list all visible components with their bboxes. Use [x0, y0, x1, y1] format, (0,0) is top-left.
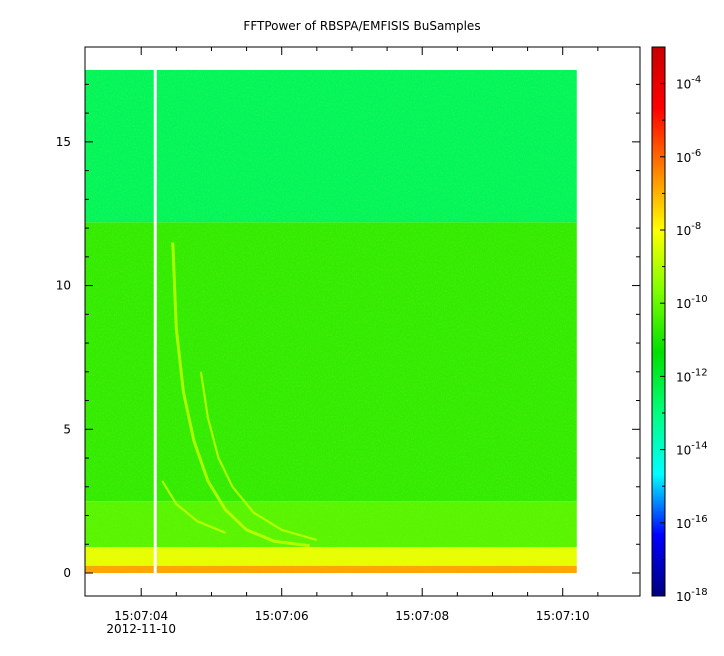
y-tick-label: 0: [63, 566, 71, 580]
x-tick-label: 15:07:04: [114, 609, 168, 623]
colorbar-tick-label: 10-18: [676, 587, 708, 604]
y-tick-label: 5: [63, 422, 71, 436]
whistler-trace-1: [199, 371, 318, 542]
y-tick-label: 10: [56, 279, 71, 293]
colorbar-tick-exponent: -10: [691, 294, 707, 305]
colorbar-tick-base: 10: [676, 517, 691, 531]
colorbar-tick-label: 10-10: [676, 294, 708, 311]
colorbar-tick-exponent: -6: [691, 148, 701, 159]
colorbar-tick-base: 10: [676, 151, 691, 165]
colorbar-tick-label: 10-12: [676, 367, 708, 384]
x-tick-label: 15:07:08: [395, 609, 449, 623]
plot-layer: [85, 69, 577, 574]
x-tick-label: 15:07:06: [255, 609, 309, 623]
colorbar-tick-label: 10-4: [676, 75, 701, 92]
colorbar-tick-exponent: -8: [691, 221, 701, 232]
colorbar-tick-exponent: -4: [691, 75, 701, 86]
colorbar-tick-base: 10: [676, 224, 691, 238]
plot-frame: [84, 46, 641, 597]
colorbar-tick-label: 10-16: [676, 514, 708, 531]
x-tick-label: 15:07:10: [536, 609, 590, 623]
y-tick-label: 15: [56, 135, 71, 149]
whistler-trace-2: [161, 480, 226, 534]
colorbar-tick-exponent: -12: [691, 367, 707, 378]
colorbar-tick-exponent: -18: [691, 587, 707, 598]
colorbar-tick-base: 10: [676, 590, 691, 604]
chart-title: FFTPower of RBSPA/EMFISIS BuSamples: [243, 19, 480, 33]
whistler-trace-0: [171, 242, 310, 548]
colorbar-tick-base: 10: [676, 78, 691, 92]
whistler-traces: [161, 242, 318, 548]
spectral-noise: [85, 69, 577, 574]
colorbar-tick-base: 10: [676, 297, 691, 311]
data-gap: [153, 69, 157, 574]
colorbar: [651, 46, 666, 597]
colorbar-tick-label: 10-8: [676, 221, 701, 238]
colorbar-tick-label: 10-6: [676, 148, 701, 165]
colorbar-tick-label: 10-14: [676, 441, 708, 458]
colorbar-tick-base: 10: [676, 370, 691, 384]
colorbar-tick-base: 10: [676, 444, 691, 458]
colorbar-tick-exponent: -14: [691, 441, 707, 452]
x-tick-sublabel: 2012-11-10: [106, 622, 176, 636]
colorbar-tick-exponent: -16: [691, 514, 707, 525]
